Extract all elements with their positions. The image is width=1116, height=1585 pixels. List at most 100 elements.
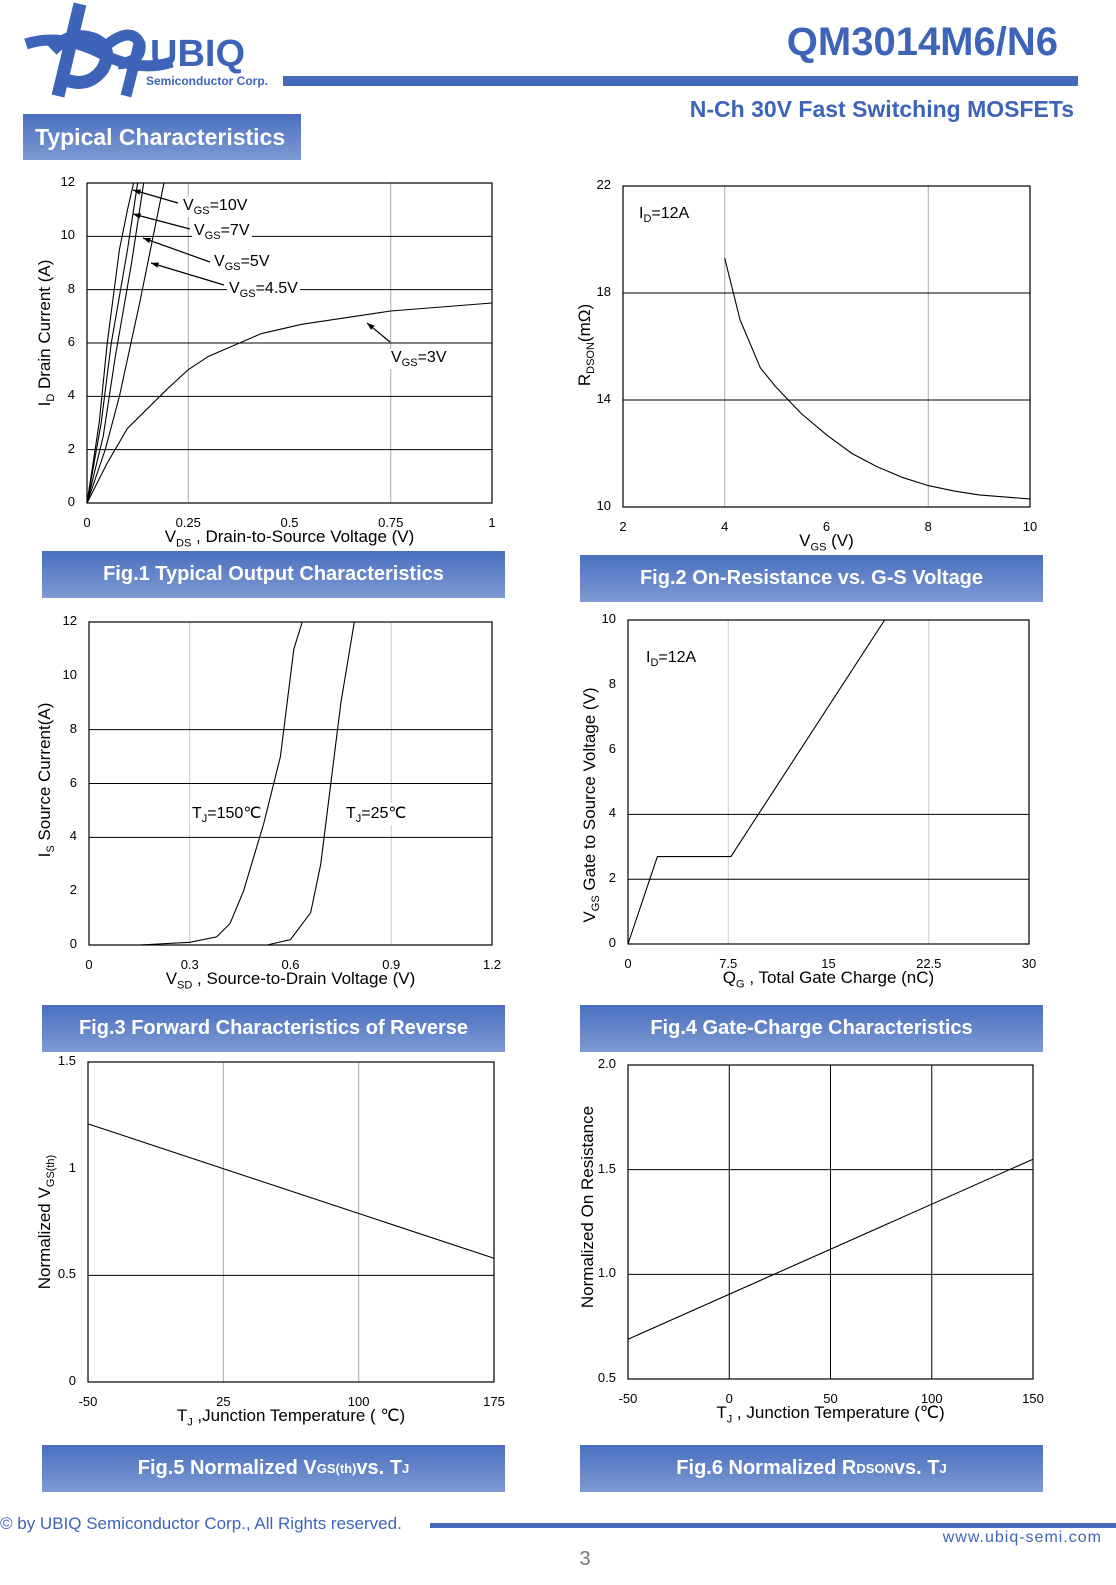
y-tick-label: 1.5 (597, 1160, 616, 1176)
y-tick-label: 0 (68, 1373, 76, 1388)
label-part: Fig.2 On-Resistance vs. G-S Voltage (639, 567, 984, 589)
label-part: ,Junction Temperature ( ℃) (192, 1406, 406, 1425)
header-divider (283, 76, 1078, 86)
y-tick-label: 10 (601, 611, 616, 626)
y-tick-label: 12 (60, 174, 75, 189)
y-tick-label: 12 (62, 613, 77, 628)
label-part: GS (193, 205, 210, 218)
label-part: T (716, 1403, 727, 1422)
label-part: V (165, 969, 178, 988)
y-tick-label: 8 (69, 720, 77, 736)
label-part: G (736, 978, 745, 991)
label-part: I (639, 205, 644, 222)
figure-caption: Fig.1 Typical Output Characteristics (42, 551, 505, 598)
x-tick-label: 8 (924, 519, 932, 534)
label-part: =4.5V (255, 280, 298, 297)
y-tick-label: 2.0 (597, 1056, 616, 1071)
label-part: , Junction Temperature (℃) (732, 1403, 945, 1422)
y-tick-label: 22 (596, 177, 611, 192)
label-part: J (355, 813, 362, 826)
x-axis-label: QG , Total Gate Charge (nC) (628, 968, 1029, 990)
x-tick-label: 175 (483, 1394, 505, 1409)
series-line-2 (266, 621, 355, 946)
y-tick-label: 1.0 (597, 1265, 616, 1281)
label-part: =3V (417, 349, 447, 366)
label-part: Fig.5 Normalized V (137, 1457, 317, 1479)
annotation-arrow (132, 213, 191, 230)
arrowhead (133, 213, 141, 219)
series-label: VGS=7V (192, 222, 252, 243)
label-part: Q (722, 968, 737, 987)
x-tick-label: 150 (1022, 1391, 1044, 1406)
annotation-arrow (150, 262, 225, 286)
series-label: VGS=3V (389, 349, 449, 370)
copyright: © by UBIQ Semiconductor Corp., All Right… (0, 1514, 402, 1533)
x-tick-label: 30 (1021, 956, 1037, 971)
label-part: GS (204, 230, 221, 243)
label-part: T (176, 1406, 188, 1425)
part-number: QM3014M6/N6 (786, 20, 1058, 64)
label-part: D (650, 657, 659, 670)
x-tick-label: 15 (821, 956, 836, 971)
x-axis-label: VDS , Drain-to-Source Voltage (V) (87, 527, 492, 549)
plot-frame (627, 619, 1030, 945)
y-tick-label: 2 (608, 870, 616, 886)
website-link[interactable]: www.ubiq-semi.com (942, 1529, 1102, 1546)
series-line-3 (86, 182, 145, 504)
label-part: V (164, 527, 177, 546)
arrowhead (367, 323, 375, 330)
svg-text:UBIQ: UBIQ (150, 33, 245, 75)
label-part: GS (810, 541, 827, 554)
x-axis-label: TJ ,Junction Temperature ( ℃) (88, 1406, 494, 1428)
x-tick-label: 1.2 (482, 957, 502, 972)
x-tick-label: -50 (618, 1391, 638, 1406)
figure-caption: Fig.3 Forward Characteristics of Reverse (42, 1005, 505, 1052)
series-label: VGS=4.5V (227, 280, 300, 301)
y-tick-label: 4 (608, 805, 616, 821)
svg-text:Semiconductor Corp.: Semiconductor Corp. (146, 74, 268, 88)
x-tick-label: 1 (488, 515, 496, 530)
plot-frame (87, 1061, 495, 1383)
label-part: GS (401, 357, 418, 370)
y-tick-label: 6 (67, 334, 75, 349)
y-tick-label: 10 (596, 498, 611, 513)
y-tick-label: 0.5 (57, 1266, 76, 1282)
y-tick-label: 1 (68, 1159, 76, 1175)
page-number: 3 (579, 1548, 591, 1570)
y-tick-label: 6 (608, 740, 616, 756)
label-part: Normalized On Resistance (578, 1105, 597, 1309)
figure-caption: Fig.4 Gate-Charge Characteristics (580, 1005, 1043, 1052)
x-tick-label: 0 (85, 957, 93, 972)
series-line-1 (139, 621, 303, 946)
label-part: =150℃ (207, 805, 262, 822)
ubiq-logo: UBIQ Semiconductor Corp. (24, 2, 268, 98)
label-part: DS (176, 537, 192, 550)
label-part: J (187, 1416, 193, 1429)
y-tick-label: 2 (67, 440, 75, 456)
x-tick-label: 4 (721, 519, 729, 534)
plot-frame (622, 185, 1031, 508)
y-tick-label: 2 (69, 882, 77, 898)
label-part: , Drain-to-Source Voltage (V) (191, 527, 415, 546)
label-part: GS(th) (316, 1461, 357, 1476)
x-tick-label: 100 (347, 1394, 370, 1409)
label-part: Fig.6 Normalized R (676, 1457, 857, 1479)
label-part: T (346, 805, 356, 822)
plot-frame (627, 1064, 1034, 1380)
label-part: SD (177, 979, 193, 992)
x-tick-label: 7.5 (719, 956, 738, 971)
x-tick-label: 0.25 (175, 515, 201, 530)
y-tick-label: 10 (60, 227, 75, 243)
plot-frame (88, 621, 493, 946)
x-tick-label: 100 (920, 1391, 943, 1406)
y-tick-label: 8 (67, 280, 75, 296)
x-tick-label: 0 (624, 956, 632, 971)
condition-label: ID=12A (637, 205, 691, 225)
label-part: V (183, 197, 194, 214)
